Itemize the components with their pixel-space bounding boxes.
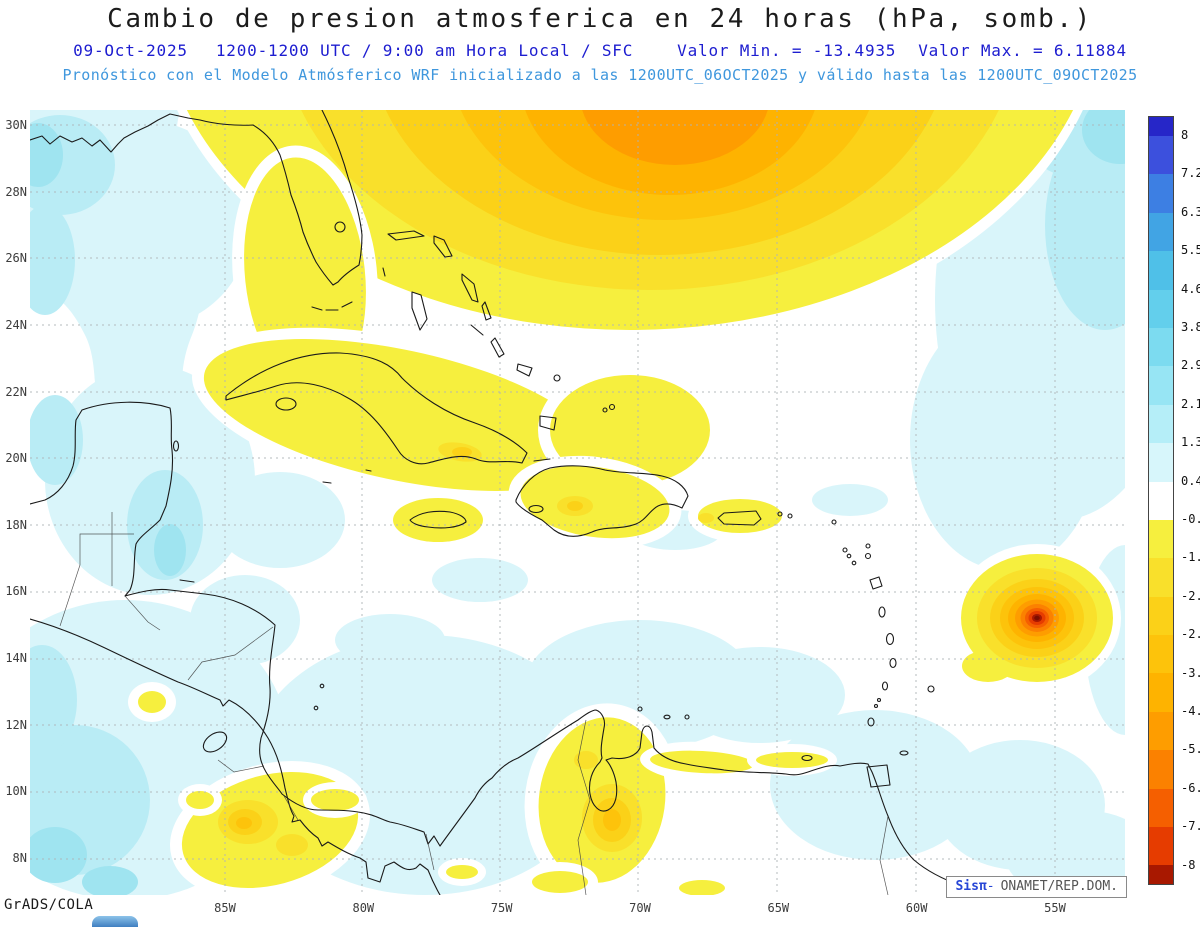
colorbar-segment-11 — [1149, 519, 1173, 559]
colorbar-label--3.8: -3.8 — [1181, 665, 1200, 680]
contour-field-svg — [0, 0, 1185, 904]
lat-tick-24N: 24N — [5, 317, 27, 332]
lat-tick-18N: 18N — [5, 517, 27, 532]
hispaniola — [515, 465, 689, 537]
tortuga — [533, 458, 551, 462]
attribution-box: Sisπ- ONAMET/REP.DOM. — [946, 876, 1127, 898]
colorbar-segment-3 — [1149, 212, 1173, 252]
colorbar — [1148, 116, 1174, 886]
colorbar-label-7.2: 7.2 — [1181, 166, 1200, 181]
colorbar-label--2.9: -2.9 — [1181, 627, 1200, 642]
colorbar-label-1.3: 1.3 — [1181, 435, 1200, 450]
separator-dash: - — [986, 879, 995, 894]
colorbar-segment-12 — [1149, 558, 1173, 597]
borders — [59, 512, 889, 896]
graticule — [30, 110, 1125, 895]
colorbar-segment-16 — [1149, 711, 1173, 751]
florida-keys — [311, 301, 353, 311]
gonave — [528, 504, 544, 514]
min-value-label: Valor Min. = -13.4935 — [677, 41, 897, 60]
lat-tick-8N: 8N — [12, 851, 27, 866]
lesser-antilles — [777, 511, 935, 788]
valid-date: 09-Oct-2025 — [73, 41, 188, 60]
colorbar-label-6.3: 6.3 — [1181, 204, 1200, 219]
coastlines — [29, 109, 1003, 896]
colorbar-segment-7 — [1149, 366, 1173, 405]
cropped-logo-fragment — [92, 916, 138, 927]
colorbar-segment-5 — [1149, 289, 1173, 328]
colorbar-label--6.3: -6.3 — [1181, 780, 1200, 795]
page-title: Cambio de presion atmosferica en 24 hora… — [107, 4, 1093, 34]
colorbar-segment-4 — [1149, 251, 1173, 290]
colorbar-segment-6 — [1149, 327, 1173, 367]
lon-tick-85W: 85W — [214, 901, 236, 915]
lon-tick-65W: 65W — [767, 901, 790, 915]
lon-tick-75W: 75W — [490, 901, 513, 915]
grads-credit: GrADS/COLA — [4, 897, 94, 913]
cyclone-bullseye — [949, 544, 1121, 694]
pacific-coast — [29, 618, 441, 896]
colorbar-segment-9 — [1149, 443, 1173, 482]
colorbar-label--0.4: -0.4 — [1181, 512, 1200, 526]
colorbar-label--2.1: -2.1 — [1181, 588, 1200, 603]
lat-tick-20N: 20N — [5, 451, 27, 466]
colorbar-segment-17 — [1149, 750, 1173, 789]
validity-line: 09-Oct-2025 1200-1200 UTC / 9:00 am Hora … — [0, 41, 1200, 60]
lat-tick-16N: 16N — [5, 584, 27, 599]
colorbar-segment-2 — [1149, 174, 1173, 213]
isla-juventud — [275, 397, 297, 411]
lat-tick-10N: 10N — [5, 784, 27, 799]
colorbar-label-5.5: 5.5 — [1181, 243, 1200, 258]
colorbar-segment-13 — [1149, 596, 1173, 636]
lat-tick-30N: 30N — [5, 118, 27, 132]
model-line: Pronóstico con el Modelo Atmósferico WRF… — [62, 66, 1138, 84]
lat-tick-12N: 12N — [5, 717, 27, 732]
valid-period: 1200-1200 UTC / 9:00 am Hora Local / SFC — [215, 41, 634, 60]
colorbar-label-0.4: 0.4 — [1181, 473, 1200, 488]
mainland-caribbean-coast — [29, 401, 1003, 896]
lon-tick-60W: 60W — [905, 901, 928, 915]
colorbar-label--7.2: -7.2 — [1181, 819, 1200, 834]
colorbar-segment-0 — [1149, 117, 1173, 136]
pi-symbol: π — [978, 879, 987, 894]
lat-tick-22N: 22N — [5, 384, 27, 399]
small-islands — [172, 440, 690, 720]
colorbar-label--8: -8 — [1181, 857, 1196, 872]
puerto-rico — [717, 510, 762, 526]
lake-okeechobee — [334, 221, 346, 233]
lat-tick-26N: 26N — [5, 251, 27, 266]
colorbar-segment-10 — [1149, 481, 1173, 520]
colorbar-label-4.6: 4.6 — [1181, 281, 1200, 296]
brand-name: Sis — [955, 879, 979, 894]
lon-tick-55W: 55W — [1044, 901, 1066, 915]
lat-tick-14N: 14N — [5, 651, 27, 666]
bahamas — [382, 230, 616, 431]
colorbar-segment-14 — [1149, 635, 1173, 674]
colorbar-segment-1 — [1149, 136, 1173, 175]
colorbar-segment-19 — [1149, 827, 1173, 866]
colorbar-segment-8 — [1149, 404, 1173, 444]
colorbar-segment-20 — [1149, 865, 1173, 885]
lon-tick-80W: 80W — [352, 901, 375, 915]
colorbar-segment-15 — [1149, 673, 1173, 712]
lake-nicaragua — [202, 731, 228, 753]
cuba — [225, 352, 528, 465]
max-value-label: Valor Max. = 6.11884 — [918, 41, 1127, 60]
colorbar-segment-18 — [1149, 788, 1173, 828]
jamaica — [409, 510, 467, 529]
lat-tick-28N: 28N — [5, 184, 27, 199]
lon-tick-70W: 70W — [629, 901, 651, 915]
colorbar-label--5.5: -5.5 — [1181, 742, 1200, 757]
pressure-change-map — [0, 0, 1185, 904]
gulf-coast-florida — [29, 109, 363, 286]
colorbar-label-8: 8 — [1181, 128, 1189, 142]
colorbar-label-2.9: 2.9 — [1181, 358, 1200, 373]
colorbar-label-2.1: 2.1 — [1181, 396, 1200, 411]
colorbar-label--4.6: -4.6 — [1181, 704, 1200, 718]
org-name: ONAMET/REP.DOM. — [1000, 879, 1118, 894]
colorbar-label--1.3: -1.3 — [1181, 550, 1200, 565]
colorbar-label-3.8: 3.8 — [1181, 320, 1200, 334]
